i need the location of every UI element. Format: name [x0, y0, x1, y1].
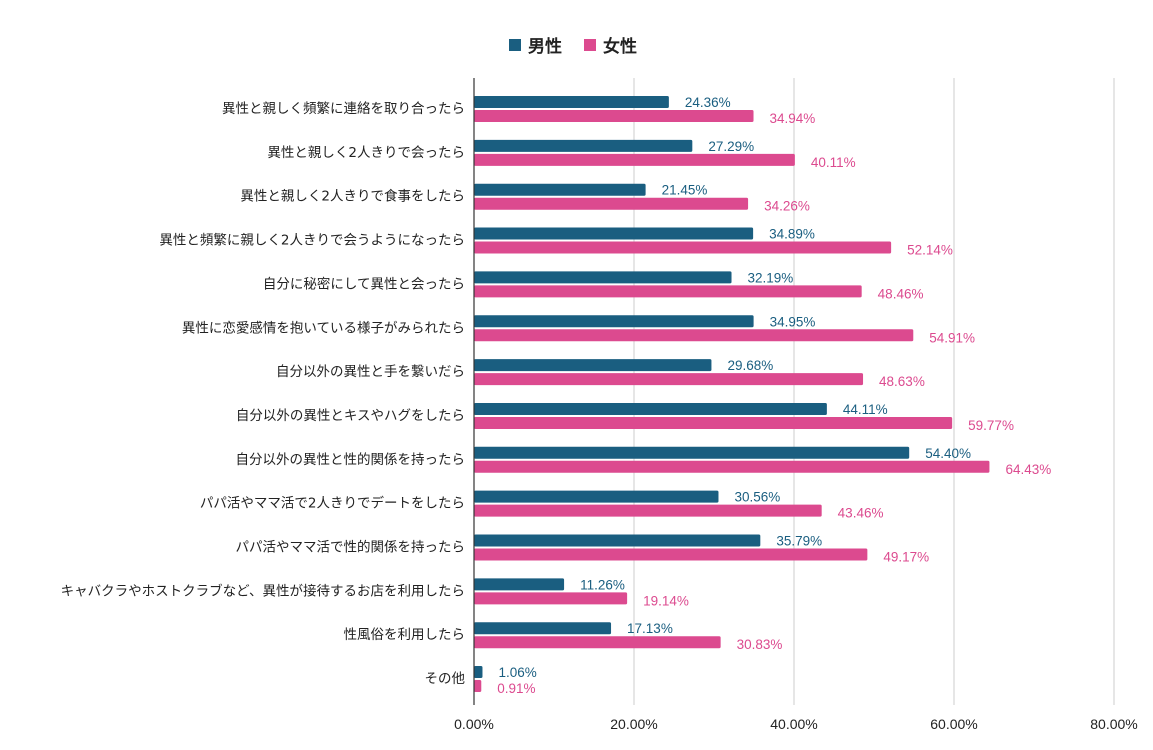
- female-bar: [474, 329, 914, 342]
- male-value-label: 35.79%: [776, 534, 822, 549]
- category-label: 異性と親しく2人きりで会ったら: [267, 145, 465, 161]
- category-label: 異性に恋愛感情を抱いている様子がみられたら: [182, 319, 465, 336]
- female-bar: [474, 680, 482, 693]
- male-bar: [474, 666, 483, 679]
- female-bar: [474, 636, 721, 649]
- x-tick-label: 20.00%: [610, 716, 657, 732]
- female-bar: [474, 416, 953, 429]
- female-bar: [474, 241, 892, 254]
- male-value-label: 27.29%: [708, 139, 754, 154]
- female-value-label: 30.83%: [737, 637, 783, 652]
- male-bar: [474, 490, 719, 503]
- female-value-label: 19.14%: [643, 593, 689, 608]
- male-value-label: 30.56%: [734, 490, 780, 505]
- male-bar: [474, 183, 646, 196]
- female-bar: [474, 110, 754, 122]
- legend-label-male: 男性: [528, 36, 562, 57]
- male-value-label: 11.26%: [580, 577, 625, 592]
- female-bar: [474, 460, 990, 473]
- bars: [474, 96, 990, 693]
- x-axis-ticks: 0.00% 20.00% 40.00% 60.00% 80.00%: [454, 716, 1138, 732]
- x-tick-label: 60.00%: [930, 716, 977, 732]
- category-label: 自分以外の異性と性的関係を持ったら: [236, 452, 466, 468]
- male-bar: [474, 139, 693, 152]
- gridlines: [633, 78, 1115, 705]
- male-bar: [474, 96, 669, 108]
- category-label: 自分以外の異性と手を繋いだら: [276, 364, 465, 380]
- male-value-label: 1.06%: [498, 665, 536, 680]
- female-value-label: 43.46%: [838, 506, 884, 521]
- male-value-label: 29.68%: [727, 358, 773, 373]
- female-bar: [474, 153, 795, 166]
- male-bar: [474, 534, 761, 547]
- category-label: パパ活やママ活で性的関係を持ったら: [236, 540, 466, 556]
- male-bar: [474, 402, 827, 415]
- male-value-label: 21.45%: [662, 183, 708, 198]
- male-value-label: 54.40%: [925, 446, 971, 461]
- value-labels: 24.36% 34.94% 27.29% 40.11% 21.45% 34.26% 34.8…: [497, 95, 1051, 696]
- category-label: 自分以外の異性とキスやハグをしたら: [236, 408, 465, 424]
- male-value-label: 17.13%: [627, 621, 673, 636]
- x-tick-label: 80.00%: [1090, 716, 1137, 732]
- legend-swatch-female: [584, 39, 596, 51]
- category-label: パパ活やママ活で2人きりでデートをしたら: [200, 495, 465, 512]
- female-bar: [474, 592, 628, 605]
- x-tick-label: 40.00%: [770, 716, 817, 732]
- male-value-label: 34.95%: [770, 314, 816, 329]
- female-value-label: 0.91%: [497, 681, 535, 696]
- x-tick-label: 0.00%: [454, 716, 494, 732]
- female-value-label: 48.46%: [878, 286, 924, 301]
- female-bar: [474, 548, 868, 561]
- category-label: 異性と親しく2人きりで食事をしたら: [240, 188, 465, 205]
- male-bar: [474, 446, 910, 459]
- female-value-label: 54.91%: [929, 330, 975, 345]
- category-label: キャバクラやホストクラブなど、異性が接待するお店を利用したら: [61, 582, 465, 599]
- female-value-label: 49.17%: [883, 550, 929, 565]
- category-label: 性風俗を利用したら: [344, 627, 466, 643]
- legend-swatch-male: [509, 39, 521, 51]
- legend: 男性 女性: [509, 36, 637, 57]
- female-value-label: 52.14%: [907, 243, 953, 258]
- male-bar: [474, 622, 612, 635]
- legend-label-female: 女性: [603, 36, 637, 57]
- female-bar: [474, 504, 822, 517]
- male-value-label: 34.89%: [769, 227, 815, 242]
- male-bar: [474, 227, 754, 240]
- female-value-label: 59.77%: [968, 418, 1014, 433]
- male-bar: [474, 315, 754, 328]
- female-bar: [474, 285, 862, 298]
- category-label: 異性と親しく頻繁に連絡を取り合ったら: [222, 101, 465, 117]
- female-bar: [474, 373, 864, 386]
- female-value-label: 34.94%: [770, 111, 816, 126]
- female-value-label: 40.11%: [811, 155, 856, 170]
- female-value-label: 48.63%: [879, 374, 925, 389]
- category-label: その他: [425, 671, 466, 687]
- female-value-label: 34.26%: [764, 199, 810, 214]
- male-value-label: 24.36%: [685, 95, 731, 110]
- male-bar: [474, 578, 565, 591]
- female-value-label: 64.43%: [1005, 462, 1051, 477]
- male-bar: [474, 271, 732, 284]
- male-value-label: 32.19%: [748, 270, 794, 285]
- male-value-label: 44.11%: [843, 402, 888, 417]
- category-label: 異性と頻繁に親しく2人きりで会うようになったら: [159, 233, 465, 249]
- category-label: 自分に秘密にして異性と会ったら: [263, 275, 465, 292]
- category-labels: 異性と親しく頻繁に連絡を取り合ったら異性と親しく2人きりで会ったら異性と親しく2…: [61, 101, 465, 687]
- male-bar: [474, 359, 712, 372]
- female-bar: [474, 197, 749, 210]
